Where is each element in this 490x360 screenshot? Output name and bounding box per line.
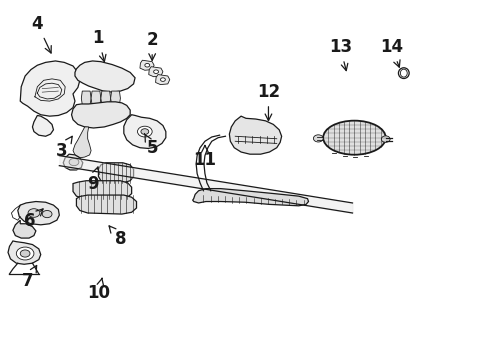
Text: 2: 2	[147, 31, 158, 60]
Polygon shape	[63, 154, 83, 170]
Polygon shape	[193, 189, 309, 206]
Ellipse shape	[398, 68, 409, 78]
Text: 9: 9	[87, 167, 99, 193]
Text: 12: 12	[257, 83, 280, 121]
Polygon shape	[91, 91, 101, 105]
Ellipse shape	[400, 69, 407, 77]
Polygon shape	[73, 181, 132, 200]
Circle shape	[154, 70, 159, 73]
Circle shape	[314, 135, 323, 142]
Ellipse shape	[323, 121, 386, 155]
Text: 13: 13	[329, 38, 352, 71]
Text: 10: 10	[87, 278, 110, 302]
Circle shape	[381, 136, 390, 142]
Polygon shape	[73, 127, 91, 158]
Polygon shape	[72, 102, 130, 128]
Text: 14: 14	[380, 38, 403, 67]
Text: 7: 7	[22, 265, 37, 290]
Text: 5: 5	[145, 134, 158, 157]
Polygon shape	[20, 61, 80, 116]
Circle shape	[42, 211, 52, 218]
Polygon shape	[18, 202, 59, 225]
Circle shape	[28, 209, 40, 217]
Circle shape	[20, 250, 30, 257]
Polygon shape	[149, 67, 163, 77]
Circle shape	[160, 78, 165, 81]
Polygon shape	[81, 91, 91, 105]
Polygon shape	[98, 163, 134, 183]
Circle shape	[145, 63, 150, 67]
Polygon shape	[8, 241, 41, 264]
Text: 1: 1	[93, 30, 106, 62]
Polygon shape	[156, 75, 170, 85]
Polygon shape	[111, 91, 121, 105]
Circle shape	[16, 247, 34, 260]
Circle shape	[141, 129, 149, 134]
Text: 8: 8	[109, 226, 126, 248]
Polygon shape	[229, 116, 282, 154]
Polygon shape	[13, 220, 36, 238]
Circle shape	[69, 158, 79, 166]
Polygon shape	[76, 195, 137, 214]
Polygon shape	[32, 116, 53, 136]
Polygon shape	[124, 115, 166, 148]
Text: 3: 3	[56, 136, 72, 160]
Polygon shape	[140, 60, 154, 70]
Text: 6: 6	[24, 209, 43, 230]
Polygon shape	[75, 61, 135, 92]
Text: 4: 4	[31, 15, 51, 53]
Polygon shape	[101, 91, 111, 105]
Text: 11: 11	[194, 145, 217, 169]
Circle shape	[138, 126, 152, 137]
